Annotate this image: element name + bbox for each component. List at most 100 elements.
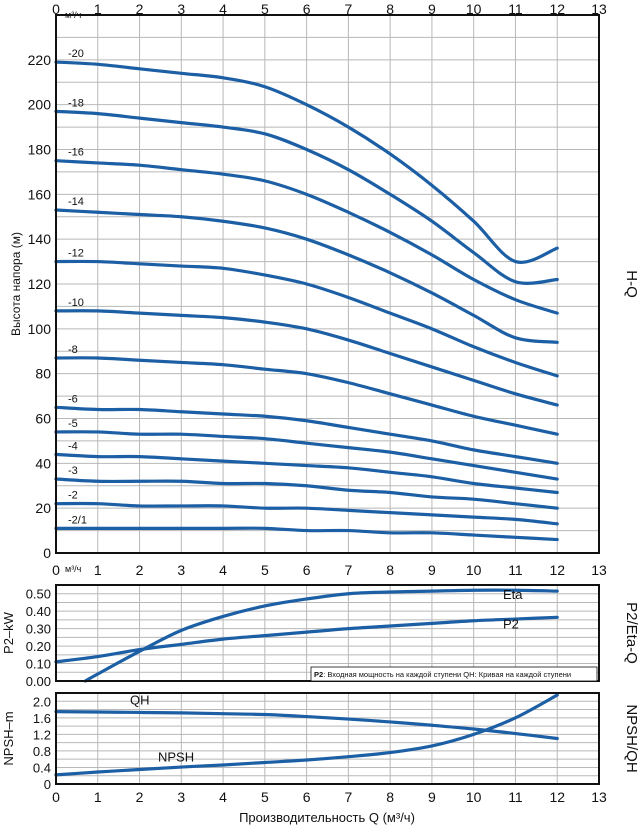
x-tick-label-mid: 11: [508, 562, 523, 578]
data-point: [305, 631, 308, 633]
data-point: [514, 298, 517, 301]
data-point: [305, 148, 308, 151]
data-point: [264, 85, 266, 88]
data-point: [347, 381, 350, 384]
x-tick-label-bottom: 3: [177, 789, 185, 805]
x-tick-label-top: 8: [386, 1, 394, 17]
data-point: [96, 357, 99, 359]
data-point: [264, 227, 266, 229]
y-tick-label: 0.8: [33, 744, 51, 759]
data-point: [305, 715, 308, 718]
data-point: [222, 527, 224, 530]
data-point: [514, 589, 517, 592]
data-point: [556, 462, 559, 465]
data-point: [96, 112, 99, 115]
data-point: [431, 496, 433, 498]
annotation-box: [310, 666, 598, 682]
data-point: [389, 721, 391, 723]
data-point: [389, 471, 391, 474]
data-point: [180, 712, 183, 714]
data-point: [138, 648, 141, 651]
data-point: [389, 591, 391, 593]
data-point: [264, 321, 266, 323]
data-point: [264, 507, 266, 509]
data-point: [556, 616, 559, 619]
data-point: [180, 121, 183, 124]
data-point: [222, 435, 224, 438]
x-tick-label-mid: 0: [52, 562, 60, 578]
x-tick-label-bottom: 11: [508, 789, 523, 805]
data-point: [347, 489, 350, 492]
data-point: [96, 211, 99, 214]
x-tick-label-top: 5: [261, 1, 269, 17]
curve-label: -20: [68, 48, 84, 60]
data-point: [138, 711, 141, 714]
data-point: [96, 480, 99, 483]
data-point: [264, 133, 266, 135]
data-point: [305, 507, 308, 509]
data-point: [431, 514, 433, 516]
data-point: [138, 117, 141, 119]
data-point: [264, 462, 266, 465]
x-axis-title: Производительность Q (м³/ч): [239, 810, 415, 825]
data-point: [347, 296, 350, 299]
data-point: [305, 442, 308, 444]
data-point: [180, 527, 183, 530]
y-tick-label: 140: [28, 231, 52, 247]
data-point: [347, 168, 350, 171]
data-point: [472, 589, 475, 592]
x-tick-label-bottom: 1: [94, 789, 102, 805]
annotation-rest: : Входная мощность на каждой ступени QH:…: [323, 670, 571, 679]
data-point: [264, 274, 266, 276]
data-point: [222, 505, 224, 507]
data-point: [222, 316, 224, 319]
data-point: [138, 263, 141, 265]
data-point: [180, 361, 183, 364]
data-point: [222, 712, 224, 715]
x-unit-label-mid: м³/ч: [65, 564, 82, 574]
data-point: [264, 605, 266, 607]
panel-frame: [55, 14, 600, 554]
data-point: [180, 72, 183, 75]
data-point: [514, 618, 517, 620]
curve-label: -16: [68, 147, 84, 159]
data-point: [264, 761, 266, 764]
x-tick-label-bottom: 5: [261, 789, 269, 805]
x-tick-label-top: 3: [177, 1, 185, 17]
data-point: [138, 433, 141, 435]
data-point: [347, 592, 350, 595]
curve-label: -5: [68, 418, 78, 430]
data-point: [389, 271, 391, 274]
data-point: [138, 312, 141, 314]
data-point: [222, 764, 224, 766]
x-tick-label-top: 0: [52, 1, 60, 17]
data-point: [389, 393, 391, 395]
data-point: [514, 518, 517, 521]
data-point: [514, 502, 517, 505]
curve-label: -2/1: [68, 514, 87, 526]
data-point: [556, 375, 559, 377]
y-axis-title: Высота напора (м): [9, 232, 23, 336]
y-tick-label: 0.40: [26, 604, 51, 619]
data-point: [514, 280, 517, 283]
data-point: [96, 408, 99, 411]
data-point: [347, 755, 350, 758]
x-tick-label-bottom: 0: [52, 789, 60, 805]
data-point: [305, 529, 308, 532]
y-tick-label: 0: [44, 777, 51, 792]
curve-label: -4: [68, 440, 78, 452]
data-point: [389, 451, 391, 453]
data-point: [431, 220, 433, 223]
x-tick-label-top: 1: [94, 1, 102, 17]
data-point: [556, 278, 559, 281]
y-tick-label: 40: [35, 455, 51, 471]
data-point: [431, 724, 433, 727]
y-axis-title: P2–kW: [1, 611, 16, 654]
y-tick-label: 0.20: [26, 639, 51, 654]
curve-label: -14: [68, 196, 84, 208]
data-point: [96, 260, 99, 263]
data-point: [472, 733, 475, 736]
x-tick-label-mid: 1: [94, 562, 102, 578]
data-point: [431, 184, 433, 187]
